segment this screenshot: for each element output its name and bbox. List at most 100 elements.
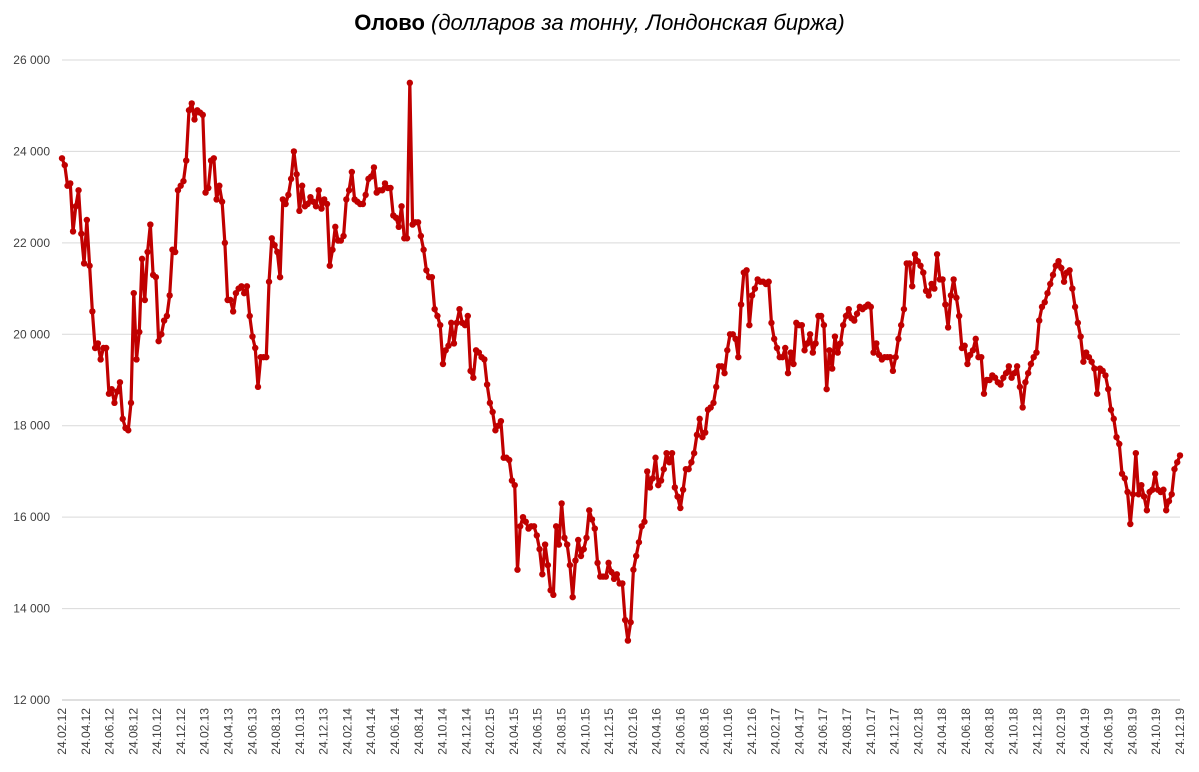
data-point [265,278,273,285]
data-point [216,182,223,189]
data-point [448,319,455,327]
data-point [517,523,524,530]
data-point [166,292,173,299]
data-point [511,481,518,489]
data-point [900,305,908,313]
x-tick-label: 24.02.12 [55,708,69,755]
data-point [326,262,333,269]
data-point [514,566,521,573]
data-point [1019,404,1026,411]
data-point [127,399,135,407]
data-point [867,303,875,311]
data-point [950,276,957,283]
data-point [621,616,629,624]
data-point [806,331,814,338]
data-point [58,155,66,162]
x-tick-label: 24.04.16 [650,708,664,755]
data-point [285,191,292,199]
data-point [428,273,436,281]
x-tick-label: 24.08.19 [1125,708,1139,755]
x-tick-label: 24.10.17 [864,708,878,755]
data-point [227,296,234,304]
x-tick-label: 24.06.12 [103,708,117,755]
data-point [790,360,797,368]
data-point [348,168,356,176]
data-point [210,155,218,162]
data-point [561,534,568,541]
data-point [586,507,593,514]
x-tick-label: 24.04.17 [792,708,806,755]
data-point [83,216,91,224]
data-point [1163,507,1170,514]
data-point [423,267,430,274]
data-point [315,187,322,194]
data-point [828,365,836,372]
data-point [1149,486,1156,493]
data-point [817,312,825,320]
data-point [213,196,220,203]
data-point [1176,452,1184,459]
data-point [133,356,140,363]
x-tick-label: 24.08.18 [983,708,997,755]
data-point [688,459,695,466]
data-point [906,260,913,267]
data-point [743,267,750,274]
data-point [917,262,924,269]
data-point [702,429,709,436]
x-tick-label: 24.08.12 [126,708,140,755]
data-point [464,312,471,320]
data-point [506,456,513,464]
data-point [842,312,850,320]
data-point [94,340,102,347]
data-point [619,580,626,587]
data-point [735,353,742,361]
data-point [1013,363,1021,370]
data-point [398,203,405,210]
data-point [191,116,198,123]
data-point [978,353,985,361]
data-point [1168,491,1175,498]
data-point [343,196,350,203]
x-tick-label: 24.02.14 [340,708,354,755]
x-tick-label: 24.10.12 [150,708,164,755]
data-point [713,383,720,391]
x-tick-label: 24.10.13 [293,708,307,755]
data-point [395,223,402,231]
x-tick-label: 24.12.15 [602,708,616,755]
data-point [566,561,574,569]
x-tick-label: 24.06.14 [388,708,402,755]
data-point [782,344,789,352]
data-point [1071,303,1079,311]
data-point [1005,363,1013,370]
data-point [1107,406,1115,413]
data-point [608,568,615,576]
data-point [310,198,317,205]
x-tick-label: 24.06.13 [245,708,259,755]
data-point [218,198,226,205]
data-point [911,251,919,258]
x-tick-label: 24.06.16 [673,708,687,755]
data-point [997,381,1004,388]
data-point [119,415,126,423]
data-point [889,367,897,375]
data-point [632,552,640,560]
data-point [1058,264,1065,272]
data-point [1160,486,1167,493]
data-point [180,177,187,185]
data-point [205,184,212,192]
data-point [1102,372,1109,379]
data-point [246,312,253,320]
data-point [229,308,237,315]
data-point [1135,491,1142,498]
data-point [188,100,195,107]
data-point [467,367,474,375]
x-tick-label: 24.12.16 [745,708,759,755]
data-point [613,571,621,578]
data-point [345,187,353,194]
data-point [1074,319,1082,327]
data-point [873,340,880,347]
data-point [470,374,477,381]
data-point [489,408,496,416]
data-point [1121,475,1128,482]
data-point [450,340,458,347]
